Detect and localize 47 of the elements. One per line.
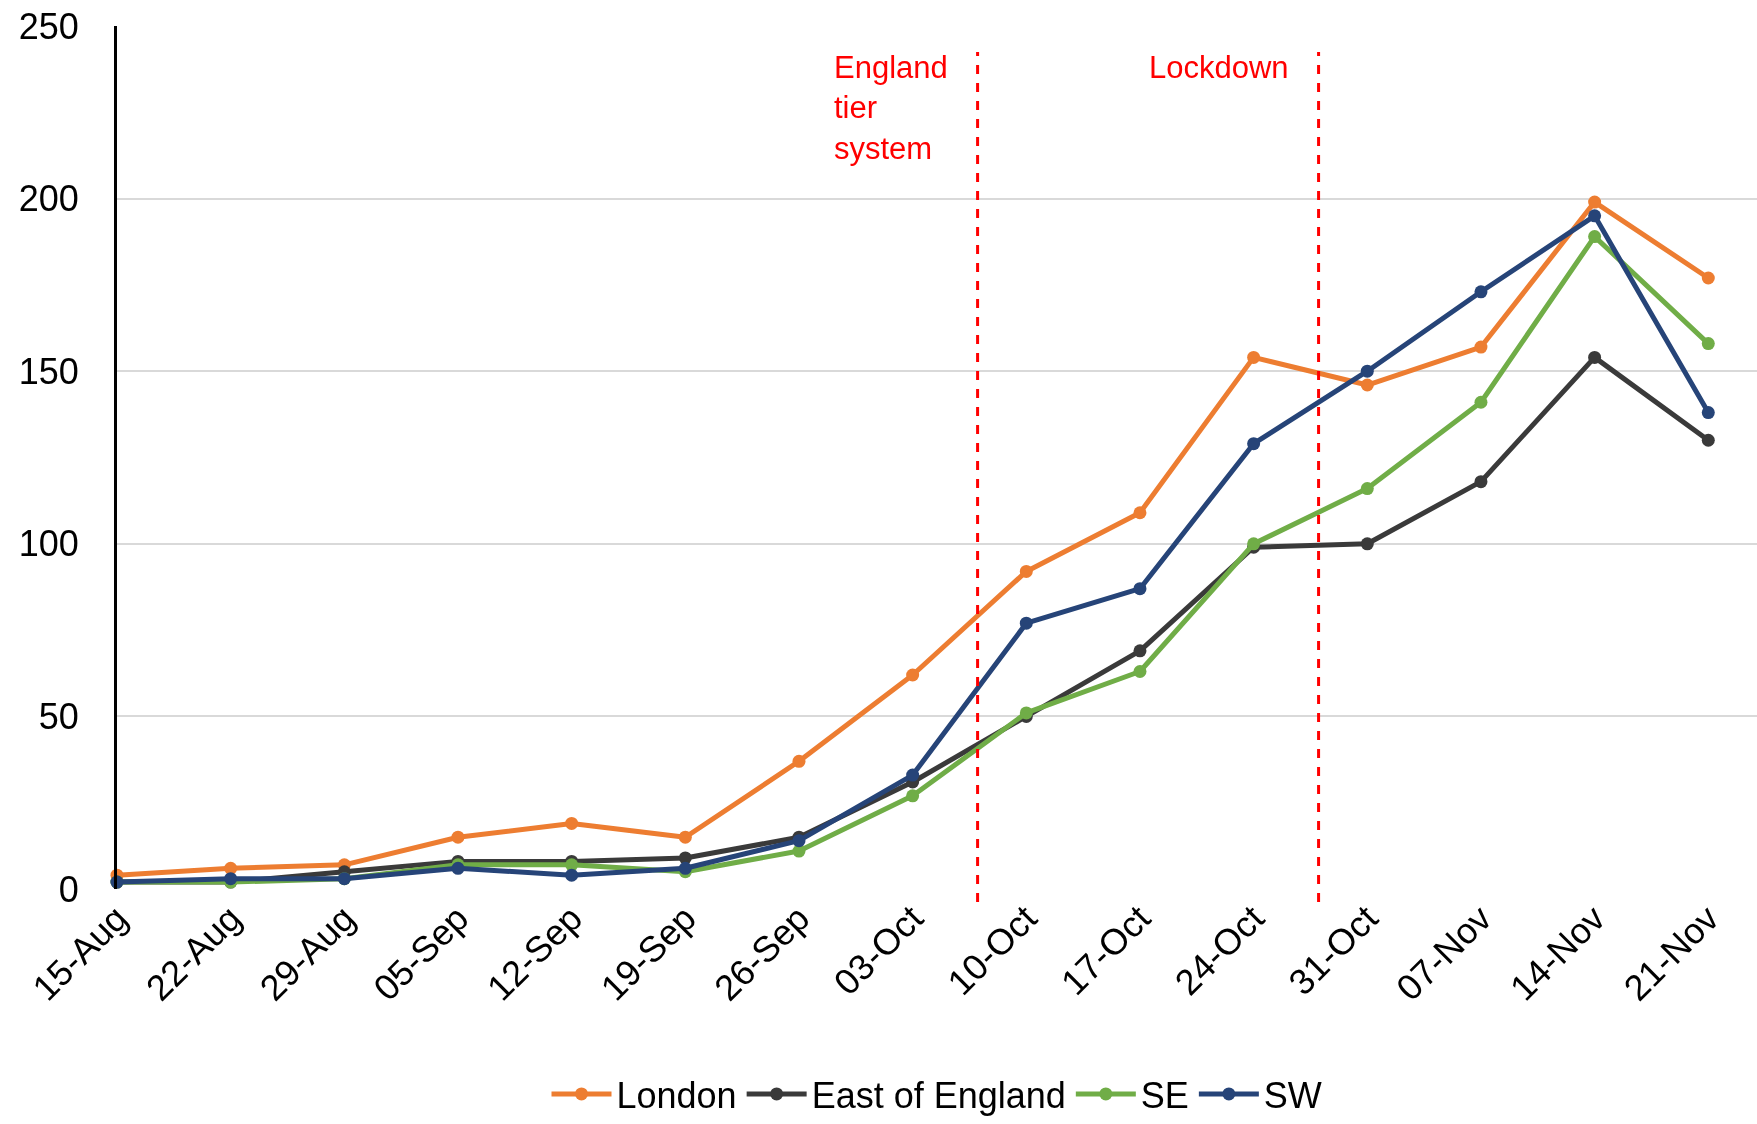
point [1474, 340, 1488, 354]
point [1247, 350, 1261, 364]
point [906, 668, 920, 682]
point [1588, 209, 1602, 223]
point [1360, 364, 1374, 378]
legend-label: SE [1140, 1074, 1189, 1116]
point [1474, 475, 1488, 489]
point [1019, 616, 1033, 630]
ref-line-label: Lockdown [1149, 50, 1289, 85]
point [1360, 482, 1374, 496]
point [1588, 230, 1602, 244]
point [1247, 437, 1261, 451]
point [1701, 271, 1715, 285]
point [1701, 433, 1715, 447]
point [1133, 644, 1147, 658]
point [1701, 406, 1715, 420]
point [1133, 665, 1147, 679]
point [678, 830, 692, 844]
ref-line-label: England tier system [834, 50, 948, 166]
point [1474, 395, 1488, 409]
y-tick-label: 50 [38, 696, 79, 737]
point [1019, 564, 1033, 578]
y-tick-label: 100 [18, 523, 79, 565]
point [1133, 582, 1147, 596]
legend-label: London [616, 1074, 737, 1116]
point [565, 868, 579, 882]
point [1360, 537, 1374, 551]
point [792, 754, 806, 768]
y-tick-label: 250 [18, 5, 79, 47]
point [1588, 195, 1602, 209]
legend-label: East of England [811, 1074, 1066, 1116]
point [1474, 285, 1488, 299]
point [1133, 506, 1147, 520]
point [451, 830, 465, 844]
point [792, 834, 806, 848]
point [565, 816, 579, 830]
y-tick-label: 200 [18, 178, 79, 220]
point [1588, 350, 1602, 364]
y-tick-label: 0 [58, 868, 79, 910]
point [906, 768, 920, 782]
point [1360, 378, 1374, 392]
legend-label: SW [1263, 1074, 1322, 1116]
point [906, 789, 920, 803]
y-tick-label: 150 [18, 350, 79, 392]
point [1701, 337, 1715, 351]
point [678, 861, 692, 875]
point [565, 858, 579, 872]
